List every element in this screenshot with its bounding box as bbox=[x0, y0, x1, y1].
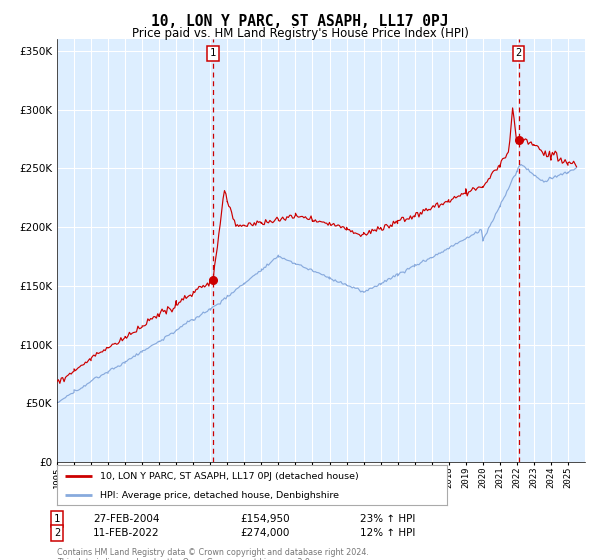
Text: 2: 2 bbox=[54, 528, 60, 538]
Text: £274,000: £274,000 bbox=[240, 528, 289, 538]
Text: HPI: Average price, detached house, Denbighshire: HPI: Average price, detached house, Denb… bbox=[100, 491, 339, 500]
Text: 1: 1 bbox=[54, 514, 60, 524]
Text: 10, LON Y PARC, ST ASAPH, LL17 0PJ (detached house): 10, LON Y PARC, ST ASAPH, LL17 0PJ (deta… bbox=[100, 472, 359, 480]
Text: 27-FEB-2004: 27-FEB-2004 bbox=[93, 514, 160, 524]
Text: 12% ↑ HPI: 12% ↑ HPI bbox=[360, 528, 415, 538]
Text: Contains HM Land Registry data © Crown copyright and database right 2024.
This d: Contains HM Land Registry data © Crown c… bbox=[57, 548, 369, 560]
Text: 10, LON Y PARC, ST ASAPH, LL17 0PJ: 10, LON Y PARC, ST ASAPH, LL17 0PJ bbox=[151, 14, 449, 29]
Text: 23% ↑ HPI: 23% ↑ HPI bbox=[360, 514, 415, 524]
Text: 1: 1 bbox=[210, 48, 216, 58]
Text: Price paid vs. HM Land Registry's House Price Index (HPI): Price paid vs. HM Land Registry's House … bbox=[131, 27, 469, 40]
Text: 2: 2 bbox=[515, 48, 522, 58]
Text: £154,950: £154,950 bbox=[240, 514, 290, 524]
Text: 11-FEB-2022: 11-FEB-2022 bbox=[93, 528, 160, 538]
